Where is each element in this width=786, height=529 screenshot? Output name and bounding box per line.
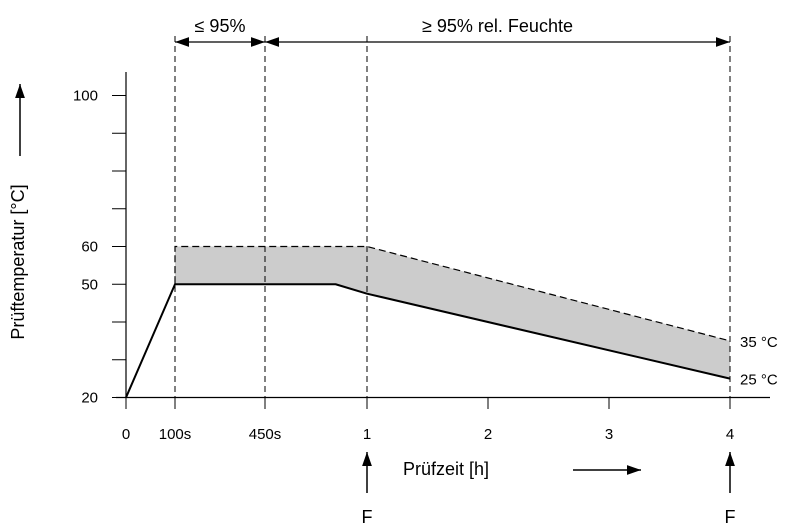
- lower-temperature-line: [125, 283, 731, 398]
- x-tick-label: 1: [363, 426, 371, 443]
- f-marker-label: F: [362, 507, 373, 527]
- x-tick-label: 100s: [159, 426, 192, 443]
- end-value-label: 25 °C: [740, 372, 778, 389]
- f-marker-label: F: [725, 507, 736, 527]
- x-tick-label: 450s: [249, 426, 282, 443]
- humidity-span-label: ≤ 95%: [195, 16, 246, 36]
- y-axis-label: Prüftemperatur [°C]: [8, 184, 28, 339]
- x-tick-label: 3: [605, 426, 613, 443]
- x-tick-label: 0: [122, 426, 130, 443]
- x-tick-label: 4: [726, 426, 734, 443]
- upper-temperature-line: [174, 245, 731, 342]
- y-tick-label: 100: [73, 88, 98, 105]
- x-tick-label: 2: [484, 426, 492, 443]
- x-axis-label: Prüfzeit [h]: [403, 459, 489, 479]
- y-tick-label: 60: [81, 239, 98, 256]
- humidity-span-label: ≥ 95% rel. Feuchte: [422, 16, 573, 36]
- end-value-label: 35 °C: [740, 334, 778, 351]
- y-tick-label: 50: [81, 276, 98, 293]
- y-tick-label: 20: [81, 390, 98, 407]
